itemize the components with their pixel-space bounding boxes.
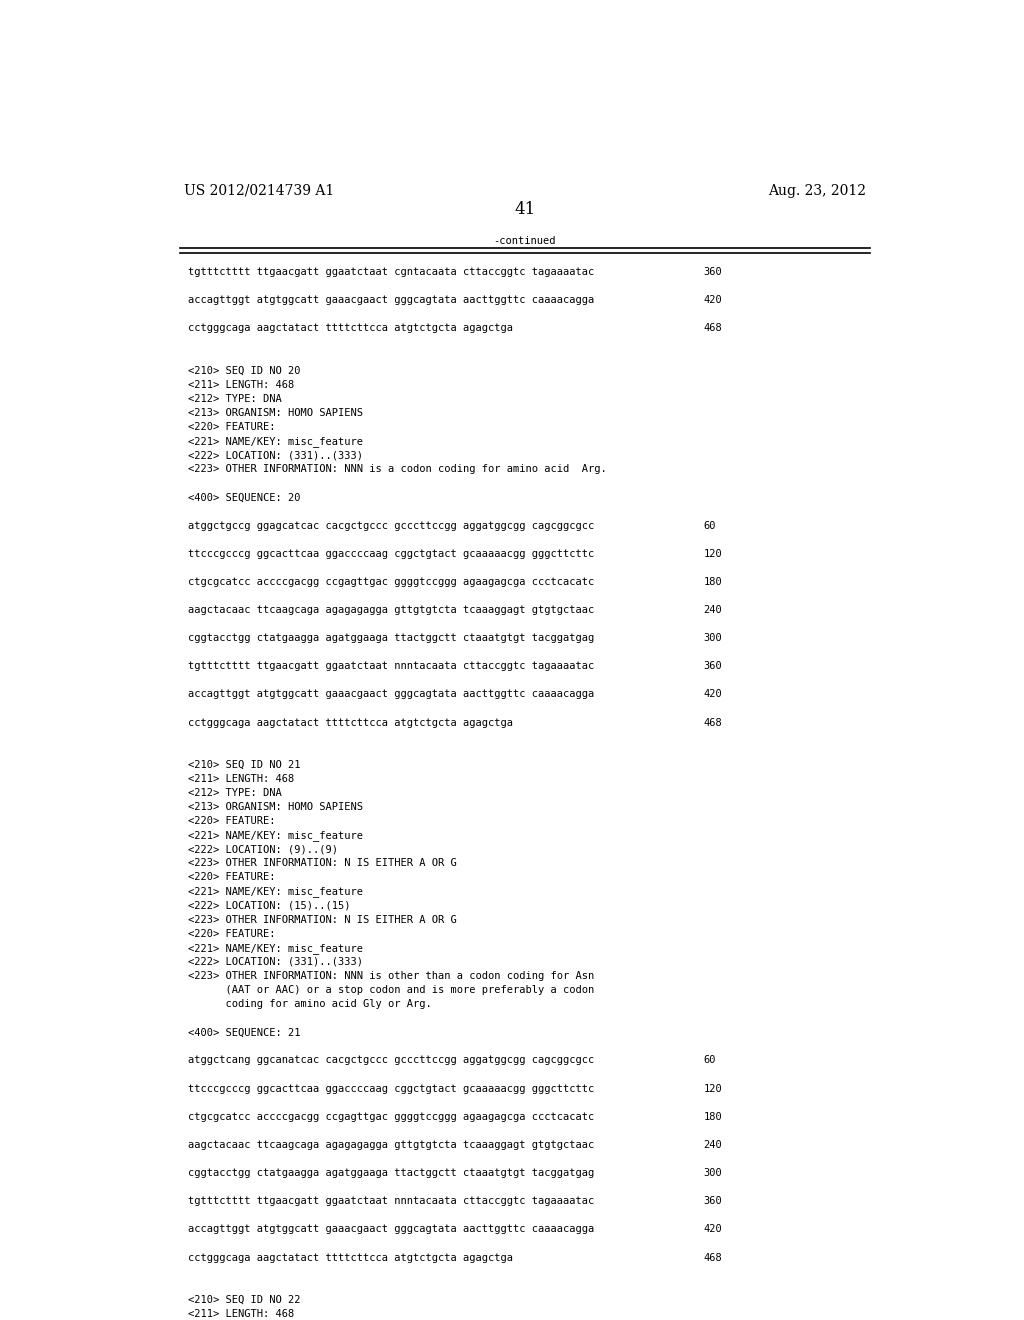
- Text: <223> OTHER INFORMATION: N IS EITHER A OR G: <223> OTHER INFORMATION: N IS EITHER A O…: [187, 915, 457, 925]
- Text: ttcccgcccg ggcacttcaa ggaccccaag cggctgtact gcaaaaacgg gggcttcttc: ttcccgcccg ggcacttcaa ggaccccaag cggctgt…: [187, 549, 594, 558]
- Text: atggctcang ggcanatcac cacgctgccc gcccttccgg aggatggcgg cagcggcgcc: atggctcang ggcanatcac cacgctgccc gcccttc…: [187, 1056, 594, 1065]
- Text: 180: 180: [703, 1111, 722, 1122]
- Text: 60: 60: [703, 520, 716, 531]
- Text: <210> SEQ ID NO 20: <210> SEQ ID NO 20: [187, 366, 300, 376]
- Text: ctgcgcatcc accccgacgg ccgagttgac ggggtccggg agaagagcga ccctcacatc: ctgcgcatcc accccgacgg ccgagttgac ggggtcc…: [187, 577, 594, 587]
- Text: <212> TYPE: DNA: <212> TYPE: DNA: [187, 788, 282, 799]
- Text: 300: 300: [703, 1168, 722, 1177]
- Text: <210> SEQ ID NO 22: <210> SEQ ID NO 22: [187, 1295, 300, 1304]
- Text: 120: 120: [703, 1084, 722, 1094]
- Text: <222> LOCATION: (331)..(333): <222> LOCATION: (331)..(333): [187, 450, 362, 461]
- Text: <220> FEATURE:: <220> FEATURE:: [187, 873, 275, 883]
- Text: ttcccgcccg ggcacttcaa ggaccccaag cggctgtact gcaaaaacgg gggcttcttc: ttcccgcccg ggcacttcaa ggaccccaag cggctgt…: [187, 1084, 594, 1094]
- Text: tgtttctttt ttgaacgatt ggaatctaat nnntacaata cttaccggtc tagaaaatac: tgtttctttt ttgaacgatt ggaatctaat nnntaca…: [187, 661, 594, 672]
- Text: (AAT or AAC) or a stop codon and is more preferably a codon: (AAT or AAC) or a stop codon and is more…: [187, 985, 594, 995]
- Text: <223> OTHER INFORMATION: N IS EITHER A OR G: <223> OTHER INFORMATION: N IS EITHER A O…: [187, 858, 457, 869]
- Text: <221> NAME/KEY: misc_feature: <221> NAME/KEY: misc_feature: [187, 830, 362, 841]
- Text: <223> OTHER INFORMATION: NNN is a codon coding for amino acid  Arg.: <223> OTHER INFORMATION: NNN is a codon …: [187, 465, 606, 474]
- Text: <222> LOCATION: (15)..(15): <222> LOCATION: (15)..(15): [187, 900, 350, 911]
- Text: cggtacctgg ctatgaagga agatggaaga ttactggctt ctaaatgtgt tacggatgag: cggtacctgg ctatgaagga agatggaaga ttactgg…: [187, 1168, 594, 1177]
- Text: 468: 468: [703, 718, 722, 727]
- Text: <212> TYPE: DNA: <212> TYPE: DNA: [187, 393, 282, 404]
- Text: <211> LENGTH: 468: <211> LENGTH: 468: [187, 380, 294, 389]
- Text: 60: 60: [703, 1056, 716, 1065]
- Text: <222> LOCATION: (331)..(333): <222> LOCATION: (331)..(333): [187, 957, 362, 968]
- Text: 360: 360: [703, 661, 722, 672]
- Text: 120: 120: [703, 549, 722, 558]
- Text: 468: 468: [703, 323, 722, 334]
- Text: cctgggcaga aagctatact ttttcttcca atgtctgcta agagctga: cctgggcaga aagctatact ttttcttcca atgtctg…: [187, 1253, 513, 1262]
- Text: <400> SEQUENCE: 21: <400> SEQUENCE: 21: [187, 1027, 300, 1038]
- Text: 41: 41: [514, 201, 536, 218]
- Text: <223> OTHER INFORMATION: NNN is other than a codon coding for Asn: <223> OTHER INFORMATION: NNN is other th…: [187, 972, 594, 981]
- Text: 180: 180: [703, 577, 722, 587]
- Text: <400> SEQUENCE: 20: <400> SEQUENCE: 20: [187, 492, 300, 503]
- Text: 240: 240: [703, 1140, 722, 1150]
- Text: <211> LENGTH: 468: <211> LENGTH: 468: [187, 1309, 294, 1319]
- Text: <222> LOCATION: (9)..(9): <222> LOCATION: (9)..(9): [187, 845, 338, 854]
- Text: <221> NAME/KEY: misc_feature: <221> NAME/KEY: misc_feature: [187, 436, 362, 447]
- Text: 420: 420: [703, 1225, 722, 1234]
- Text: aagctacaac ttcaagcaga agagagagga gttgtgtcta tcaaaggagt gtgtgctaac: aagctacaac ttcaagcaga agagagagga gttgtgt…: [187, 1140, 594, 1150]
- Text: aagctacaac ttcaagcaga agagagagga gttgtgtcta tcaaaggagt gtgtgctaac: aagctacaac ttcaagcaga agagagagga gttgtgt…: [187, 605, 594, 615]
- Text: 360: 360: [703, 267, 722, 277]
- Text: cggtacctgg ctatgaagga agatggaaga ttactggctt ctaaatgtgt tacggatgag: cggtacctgg ctatgaagga agatggaaga ttactgg…: [187, 634, 594, 643]
- Text: cctgggcaga aagctatact ttttcttcca atgtctgcta agagctga: cctgggcaga aagctatact ttttcttcca atgtctg…: [187, 323, 513, 334]
- Text: <210> SEQ ID NO 21: <210> SEQ ID NO 21: [187, 760, 300, 770]
- Text: <221> NAME/KEY: misc_feature: <221> NAME/KEY: misc_feature: [187, 942, 362, 954]
- Text: ctgcgcatcc accccgacgg ccgagttgac ggggtccggg agaagagcga ccctcacatc: ctgcgcatcc accccgacgg ccgagttgac ggggtcc…: [187, 1111, 594, 1122]
- Text: <211> LENGTH: 468: <211> LENGTH: 468: [187, 774, 294, 784]
- Text: 420: 420: [703, 689, 722, 700]
- Text: <221> NAME/KEY: misc_feature: <221> NAME/KEY: misc_feature: [187, 887, 362, 898]
- Text: <213> ORGANISM: HOMO SAPIENS: <213> ORGANISM: HOMO SAPIENS: [187, 408, 362, 418]
- Text: accagttggt atgtggcatt gaaacgaact gggcagtata aacttggttc caaaacagga: accagttggt atgtggcatt gaaacgaact gggcagt…: [187, 1225, 594, 1234]
- Text: <220> FEATURE:: <220> FEATURE:: [187, 929, 275, 939]
- Text: accagttggt atgtggcatt gaaacgaact gggcagtata aacttggttc caaaacagga: accagttggt atgtggcatt gaaacgaact gggcagt…: [187, 689, 594, 700]
- Text: <220> FEATURE:: <220> FEATURE:: [187, 422, 275, 432]
- Text: <220> FEATURE:: <220> FEATURE:: [187, 816, 275, 826]
- Text: <213> ORGANISM: HOMO SAPIENS: <213> ORGANISM: HOMO SAPIENS: [187, 803, 362, 812]
- Text: 300: 300: [703, 634, 722, 643]
- Text: tgtttctttt ttgaacgatt ggaatctaat cgntacaata cttaccggtc tagaaaatac: tgtttctttt ttgaacgatt ggaatctaat cgntaca…: [187, 267, 594, 277]
- Text: Aug. 23, 2012: Aug. 23, 2012: [768, 183, 866, 198]
- Text: 240: 240: [703, 605, 722, 615]
- Text: 360: 360: [703, 1196, 722, 1206]
- Text: -continued: -continued: [494, 236, 556, 246]
- Text: accagttggt atgtggcatt gaaacgaact gggcagtata aacttggttc caaaacagga: accagttggt atgtggcatt gaaacgaact gggcagt…: [187, 296, 594, 305]
- Text: US 2012/0214739 A1: US 2012/0214739 A1: [183, 183, 334, 198]
- Text: tgtttctttt ttgaacgatt ggaatctaat nnntacaata cttaccggtc tagaaaatac: tgtttctttt ttgaacgatt ggaatctaat nnntaca…: [187, 1196, 594, 1206]
- Text: coding for amino acid Gly or Arg.: coding for amino acid Gly or Arg.: [187, 999, 431, 1010]
- Text: cctgggcaga aagctatact ttttcttcca atgtctgcta agagctga: cctgggcaga aagctatact ttttcttcca atgtctg…: [187, 718, 513, 727]
- Text: 420: 420: [703, 296, 722, 305]
- Text: 468: 468: [703, 1253, 722, 1262]
- Text: atggctgccg ggagcatcac cacgctgccc gcccttccgg aggatggcgg cagcggcgcc: atggctgccg ggagcatcac cacgctgccc gcccttc…: [187, 520, 594, 531]
